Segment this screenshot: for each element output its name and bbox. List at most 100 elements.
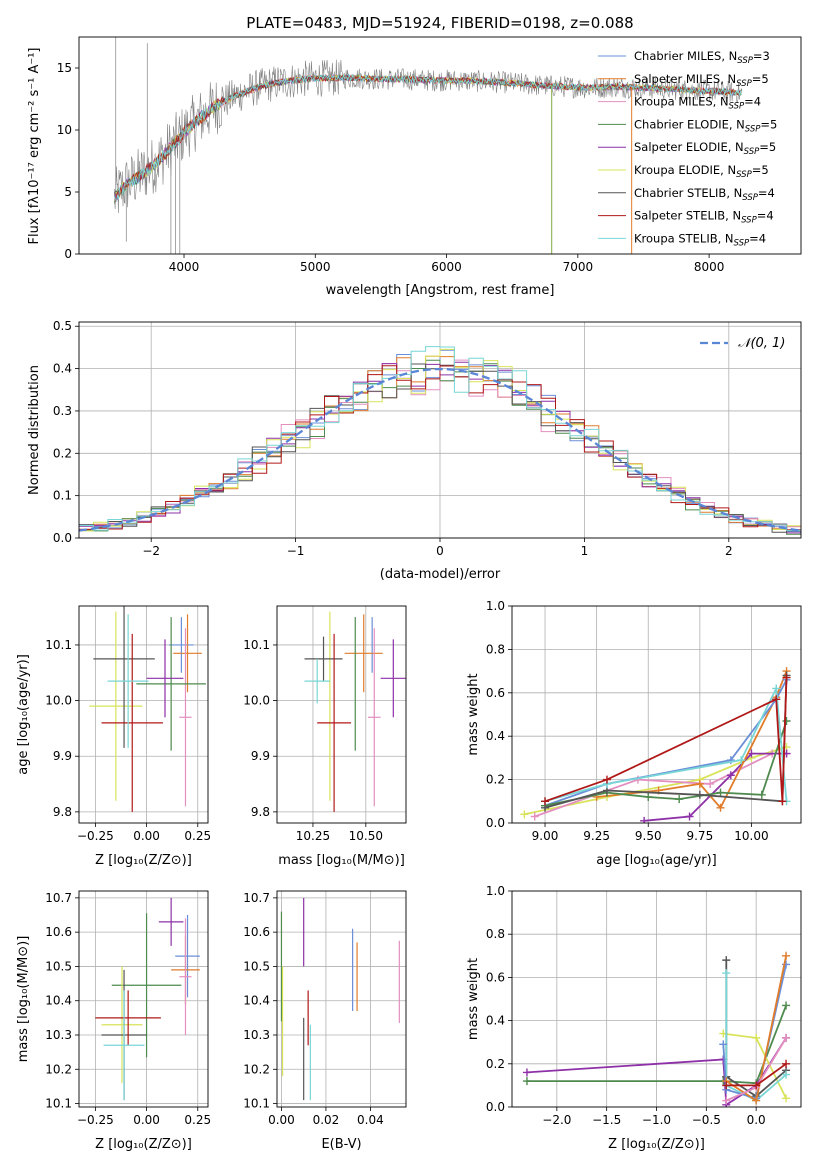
- y-tick-label: 0.1: [53, 489, 72, 503]
- plot-area-mass-vs-EBV: [277, 891, 406, 1107]
- x-tick-label: 0.25: [184, 829, 211, 843]
- errorbar-point: [158, 897, 184, 946]
- legend-entry: Salpeter STELIB, NSSP=4: [634, 209, 774, 226]
- errorbar-point: [179, 628, 192, 807]
- x-axis-label: Z [log₁₀(Z/Z⊙)]: [95, 1137, 192, 1152]
- errorbar-point: [380, 639, 406, 718]
- axes-frame: [276, 605, 407, 824]
- x-axis-label: Z [log₁₀(Z/Z⊙)]: [608, 1137, 705, 1152]
- weight-marker: [722, 1081, 731, 1090]
- x-axis-label: wavelength [Angstrom, rest frame]: [326, 283, 555, 298]
- x-axis-label: Z [log₁₀(Z/Z⊙)]: [95, 853, 192, 868]
- plot-area-residuals: [79, 322, 801, 538]
- y-tick-label: 0.4: [486, 1014, 505, 1028]
- weight-marker: [782, 1001, 791, 1010]
- y-tick-label: 10.5: [45, 959, 72, 973]
- x-tick-label: 0.04: [357, 1113, 384, 1127]
- axes-mass-weight-vs-age: 9.00 9.25 9.50 9.75 10.00 0.0 0.2 0.4 0.6 0.8 1.0 a…: [466, 599, 802, 868]
- x-tick-label: 9.25: [583, 829, 610, 843]
- y-tick-label: 0.6: [486, 970, 505, 984]
- y-tick-label: 0.8: [486, 927, 505, 941]
- errorbar-point: [103, 990, 145, 1101]
- y-tick-label: 10.1: [243, 1097, 270, 1111]
- errorbar-point: [101, 966, 143, 1083]
- weight-marker: [757, 790, 766, 799]
- legend-tail: =3: [753, 49, 770, 63]
- legend-tail: =5: [759, 140, 776, 154]
- residual-legend: 𝒩(0, 1): [700, 336, 785, 351]
- x-tick-label: 2: [725, 544, 733, 558]
- x-tick-label: 6000: [431, 260, 462, 274]
- legend-entry: Kroupa MILES, NSSP=4: [634, 95, 761, 112]
- weight-marker: [602, 775, 611, 784]
- legend-sub: SSP: [734, 238, 750, 248]
- y-tick-label: 10.3: [45, 1028, 72, 1042]
- weight-marker: [782, 951, 791, 960]
- weight-marker: [772, 684, 781, 693]
- weight-marker: [782, 1059, 791, 1068]
- plot-area-age-vs-mass: [277, 606, 406, 823]
- x-axis-label: age [log₁₀(age/yr)]: [596, 853, 717, 868]
- x-axis-label: E(B-V): [321, 1137, 361, 1152]
- legend-entry: 𝒩(0, 1): [738, 336, 785, 351]
- legend-entry: Salpeter MILES, NSSP=5: [634, 72, 769, 89]
- weight-marker: [778, 797, 787, 806]
- y-tick-label: 10.0: [45, 694, 72, 708]
- legend-tail: =5: [752, 163, 769, 177]
- legend-tail: =4: [749, 231, 766, 245]
- weight-marker: [722, 956, 731, 965]
- y-tick-label: 10.0: [243, 694, 270, 708]
- weight-marker: [522, 1077, 531, 1086]
- errorbar-point: [173, 614, 202, 693]
- axes-frame: [78, 605, 209, 824]
- y-tick-label: 10.2: [243, 1062, 270, 1076]
- x-tick-label: −1.5: [592, 1113, 621, 1127]
- plot-area-mass-vs-Z: [79, 891, 208, 1107]
- y-tick-label: 0.5: [53, 319, 72, 333]
- errorbar-point: [304, 658, 330, 704]
- y-tick-label: 0.2: [53, 446, 72, 460]
- y-tick-label: 0.3: [53, 404, 72, 418]
- y-tick-label: 0.4: [53, 362, 72, 376]
- model-spectrum-salpeter-stelib: [114, 74, 742, 202]
- x-tick-label: 0.00: [133, 829, 160, 843]
- weight-marker: [541, 797, 550, 806]
- axes-frame: [78, 321, 802, 539]
- axes-age-vs-mass: 10.25 10.50 9.8 9.9 10.0 10.1 mass [log₁₀(M/M⊙…: [243, 605, 407, 868]
- weight-marker: [737, 756, 746, 765]
- x-axis-label: (data-model)/error: [380, 567, 501, 582]
- legend-entry: Chabrier MILES, NSSP=3: [634, 49, 770, 66]
- y-axis-label: mass weight: [466, 673, 481, 755]
- y-tick-label: 10.6: [45, 925, 72, 939]
- axes-spectrum: 4000 5000 6000 7000 8000 0 5 10 15 Chabrier MILES…: [27, 36, 802, 298]
- errorbar-point: [93, 606, 155, 748]
- x-tick-label: 10.25: [296, 829, 330, 843]
- y-tick-label: 0.8: [486, 642, 505, 656]
- x-tick-label: 10.00: [734, 829, 768, 843]
- weight-marker: [722, 1096, 731, 1105]
- y-axis-label: age [log₁₀(age/yr)]: [16, 654, 31, 775]
- weight-marker: [782, 1070, 791, 1079]
- weight-marker: [716, 788, 725, 797]
- axes-mass-vs-Z: −0.25 0.00 0.25 10.1 10.2 10.3 10.4 10.5 10.6 10.…: [16, 890, 211, 1152]
- y-tick-label: 10.4: [45, 994, 72, 1008]
- y-tick-label: 10.5: [243, 959, 270, 973]
- spectrum-legend: Chabrier MILES, NSSP=3 Salpeter MILES, NS…: [598, 49, 777, 248]
- legend-entry: Chabrier ELODIE, NSSP=5: [634, 117, 777, 134]
- weight-marker: [706, 779, 715, 788]
- legend-entry: Kroupa STELIB, NSSP=4: [634, 231, 766, 248]
- x-tick-label: 5000: [300, 260, 331, 274]
- y-tick-label: 1.0: [486, 884, 505, 898]
- legend-tail: =5: [752, 72, 769, 86]
- histogram-kroupa-miles: [79, 359, 801, 528]
- x-tick-label: 9.00: [532, 829, 559, 843]
- y-axis-label: Flux [fλ10⁻¹⁷ erg cm⁻² s⁻¹ A⁻¹]: [27, 48, 42, 245]
- y-tick-label: 10.2: [45, 1062, 72, 1076]
- x-axis-label: mass [log₁₀(M/M⊙)]: [278, 853, 405, 868]
- model-spectrum-kroupa-elodie: [114, 74, 742, 199]
- weight-marker: [695, 779, 704, 788]
- x-tick-label: 0.0: [747, 1113, 766, 1127]
- x-tick-label: −0.25: [77, 829, 114, 843]
- weight-marker: [685, 812, 694, 821]
